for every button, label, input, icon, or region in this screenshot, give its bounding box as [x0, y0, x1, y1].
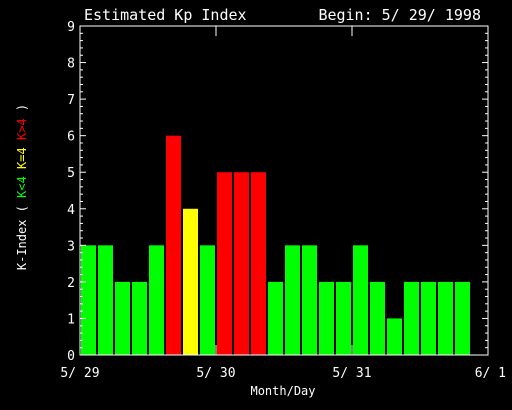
y-ticks-layer: 0 1 2 3 4 5 6 7 8 9 — [67, 20, 488, 364]
y-tick-label: 3 — [67, 239, 75, 254]
bars-layer — [81, 135, 470, 355]
y-tick-label: 7 — [67, 93, 75, 108]
chart-title: Estimated Kp Index — [84, 6, 247, 24]
kp-bar — [200, 245, 215, 355]
kp-bar — [81, 245, 96, 355]
kp-bar — [370, 281, 385, 355]
kp-bar — [98, 245, 113, 355]
y-tick-label: 0 — [67, 349, 75, 364]
x-tick-label: 5/ 30 — [196, 366, 235, 381]
y-tick-label: 4 — [67, 203, 75, 218]
kp-bar — [217, 172, 232, 355]
y-tick-label: 1 — [67, 312, 75, 327]
kp-bar — [438, 281, 453, 355]
x-ticks-layer: 5/ 29 5/ 30 5/ 31 6/ 1 — [60, 26, 506, 381]
kp-bar — [132, 281, 147, 355]
begin-date-label: Begin: 5/ 29/ 1998 — [318, 6, 481, 24]
x-tick-label: 5/ 31 — [332, 366, 371, 381]
y-tick-label: 2 — [67, 276, 75, 291]
y-axis-label: K-Index ( K<4 K=4 K>4 ) — [15, 104, 29, 270]
y-tick-label: 5 — [67, 166, 75, 181]
x-axis-label: Month/Day — [250, 384, 315, 398]
x-tick-label: 6/ 1 — [475, 366, 506, 381]
y-tick-label: 8 — [67, 57, 75, 72]
kp-bar — [251, 172, 266, 355]
kp-bar — [302, 245, 317, 355]
x-tick-label: 5/ 29 — [60, 366, 99, 381]
kp-bar — [404, 281, 419, 355]
kp-bar — [285, 245, 300, 355]
kp-bar — [455, 281, 470, 355]
kp-bar — [234, 172, 249, 355]
y-axis-label-prefix: K-Index ( — [15, 205, 29, 270]
y-tick-label: 9 — [67, 20, 75, 35]
kp-bar — [183, 208, 198, 355]
kp-bar — [115, 281, 130, 355]
y-axis-label-high: K>4 — [15, 118, 29, 140]
kp-bar — [268, 281, 283, 355]
y-axis-label-suffix: ) — [15, 104, 29, 111]
kp-bar — [336, 281, 351, 355]
plot-frame — [79, 25, 489, 356]
axis-layer — [79, 25, 489, 356]
kp-bar — [387, 318, 402, 355]
y-tick-label: 6 — [67, 130, 75, 145]
kp-bar — [319, 281, 334, 355]
kp-bar — [149, 245, 164, 355]
y-axis-label-low: K<4 — [15, 176, 29, 198]
y-axis-label-mid: K=4 — [15, 147, 29, 169]
kp-bar — [421, 281, 436, 355]
kp-bar — [353, 245, 368, 355]
svg-text:K-Index ( K<4 K=4 K>4 ): K-Index ( K<4 K=4 K>4 ) — [15, 104, 29, 270]
kp-bar — [166, 135, 181, 355]
